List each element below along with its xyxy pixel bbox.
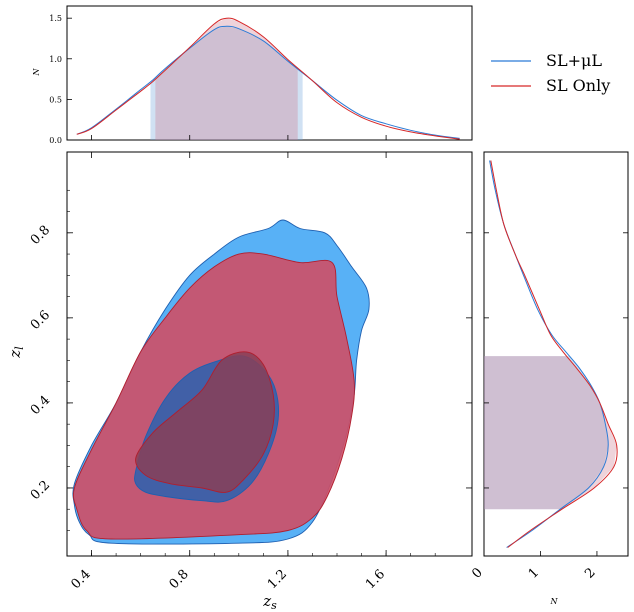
top-density-line-sl-only	[76, 17, 460, 140]
joint-x-tick-label: 1.2	[265, 567, 290, 592]
joint-panel: 0.4 0.8 1.2 1.6 0.2 0.4 0.6 0.8 zs zl	[6, 151, 473, 612]
joint-panel-frame	[66, 151, 473, 557]
joint-y-tick-label: 0.2	[28, 478, 53, 503]
top-shaded-interval-sl-only	[155, 18, 298, 141]
top-panel-frame	[66, 5, 473, 141]
right-x-tick-label: 2	[582, 565, 598, 581]
legend-label-sl-only: SL Only	[546, 76, 610, 95]
right-shaded-interval-sl-only	[484, 356, 617, 510]
top-density-line-sl-l	[76, 25, 460, 139]
right-x-axis-label: N	[550, 597, 559, 606]
joint-x-tick-label: 0.8	[167, 567, 192, 592]
right-shaded-interval-sl-l	[484, 356, 609, 510]
contour-inner-sl-only	[135, 351, 275, 493]
joint-x-axis-label: zs	[262, 592, 277, 612]
right-x-tick-label: 1	[526, 565, 542, 581]
legend-label-sl-mul: SL+μL	[546, 51, 602, 70]
top-y-tick-label: 0.0	[49, 136, 62, 145]
joint-y-tick-label: 0.8	[28, 223, 53, 248]
joint-x-tick-label: 1.6	[363, 567, 388, 592]
right-panel-frame	[483, 151, 629, 557]
top-y-tick-label: 0.5	[49, 95, 62, 104]
top-y-tick-label: 1.5	[49, 14, 62, 23]
joint-x-tick-label: 0.4	[68, 567, 93, 592]
legend: SL+μL SL Only	[491, 51, 610, 95]
right-marginal-panel: 0 1 2 N	[469, 151, 629, 606]
top-y-axis-label: N	[32, 68, 41, 77]
joint-y-axis-label: zl	[6, 346, 26, 359]
top-shaded-interval-sl-l	[150, 26, 303, 140]
joint-y-tick-label: 0.4	[28, 393, 53, 418]
top-y-tick-label: 1.0	[49, 55, 62, 64]
top-marginal-panel: 0.0 0.5 1.0 1.5 N	[32, 5, 473, 145]
right-x-tick-label: 0	[469, 565, 485, 581]
right-density-line-sl-only	[490, 160, 618, 548]
joint-y-tick-label: 0.6	[28, 308, 53, 333]
